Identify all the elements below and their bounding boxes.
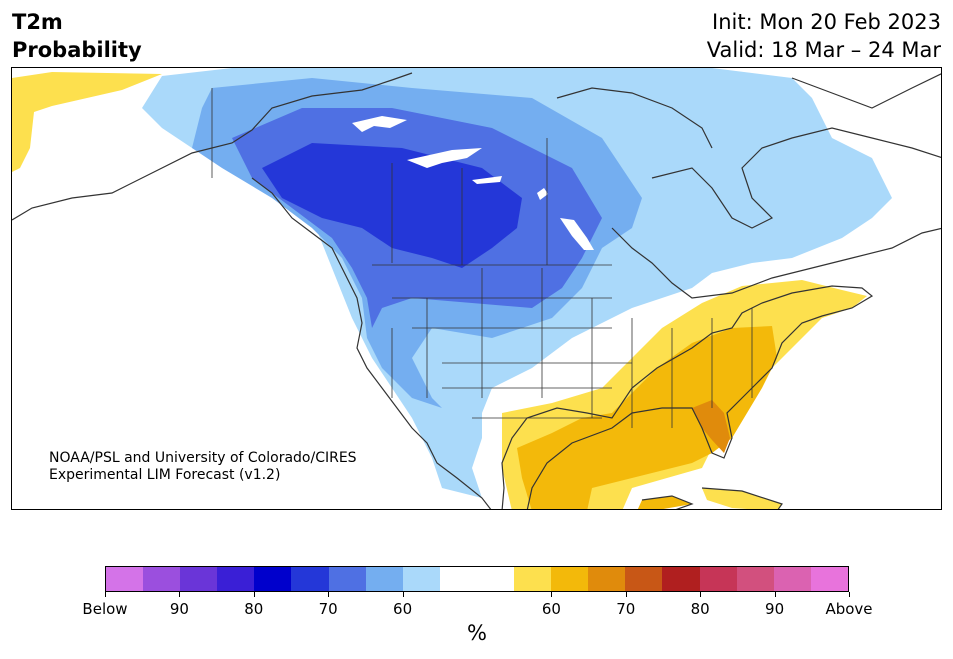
probability-map [11,67,942,510]
colorbar-swatch [365,567,403,591]
colorbar-tick-mark [402,592,404,597]
colorbar-swatch [625,567,663,591]
colorbar-tick-label: 90 [169,600,189,618]
title-type: Probability [12,38,142,62]
probability-colorbar [105,566,849,592]
above-70-region [692,400,730,453]
colorbar-swatch [254,567,292,591]
colorbar-swatch [402,567,440,591]
cuba-east-region [702,488,782,509]
colorbar-tick-mark [105,592,106,597]
colorbar-tick-mark [551,592,553,597]
colorbar-tick-label: 60 [541,600,561,618]
colorbar-tick-label: Below [82,600,128,618]
colorbar-swatch [588,567,626,591]
colorbar-swatch [736,567,774,591]
valid-period: Valid: 18 Mar – 24 Mar [706,38,941,62]
credit-line-1: NOAA/PSL and University of Colorado/CIRE… [49,450,357,466]
lake-small [537,188,548,200]
colorbar-tick-label: Above [825,600,873,618]
cuba-above-region [637,496,692,509]
greenland-above-region [12,72,162,172]
forecast-dates: Init: Mon 20 Feb 2023 Valid: 18 Mar – 24… [707,8,941,64]
colorbar-swatch [328,567,366,591]
colorbar-swatch [662,567,700,591]
lake-athabasca [472,176,502,184]
lake-great-slave [407,148,482,168]
colorbar-tick-mark [774,592,776,597]
colorbar-swatch [773,567,811,591]
map-canvas [12,68,941,509]
colorbar-swatch [291,567,329,591]
colorbar-swatch [699,567,737,591]
colorbar-tick-label: 90 [765,600,785,618]
colorbar-swatch [476,567,515,591]
init-date: Init: Mon 20 Feb 2023 [712,10,941,34]
colorbar-tick-mark [700,592,702,597]
colorbar-tick-label: 70 [616,600,636,618]
colorbar-swatch [514,567,552,591]
credit-line-2: Experimental LIM Forecast (v1.2) [49,467,281,483]
colorbar-tick-mark [179,592,181,597]
lake-winnipeg [560,218,594,250]
colorbar-tick-mark [253,592,255,597]
colorbar-tick-mark [625,592,627,597]
colorbar-swatch [143,567,181,591]
lake-great-bear [352,116,407,132]
map-title: T2m Probability [12,8,142,64]
colorbar-swatch [217,567,255,591]
colorbar-tick-mark [849,592,850,597]
colorbar-units: % [467,621,487,645]
colorbar-tick-label: 70 [318,600,338,618]
colorbar-tick-label: 80 [690,600,710,618]
colorbar-swatch [551,567,589,591]
title-variable: T2m [12,10,63,34]
colorbar-tick-mark [328,592,330,597]
colorbar-swatch [106,567,144,591]
colorbar-swatch [810,567,848,591]
colorbar-swatch [439,567,477,591]
colorbar-swatch [180,567,218,591]
credit-text: NOAA/PSL and University of Colorado/CIRE… [49,450,357,484]
political-borders [211,88,753,428]
colorbar-tick-label: 80 [244,600,264,618]
colorbar-tick-label: 60 [393,600,413,618]
